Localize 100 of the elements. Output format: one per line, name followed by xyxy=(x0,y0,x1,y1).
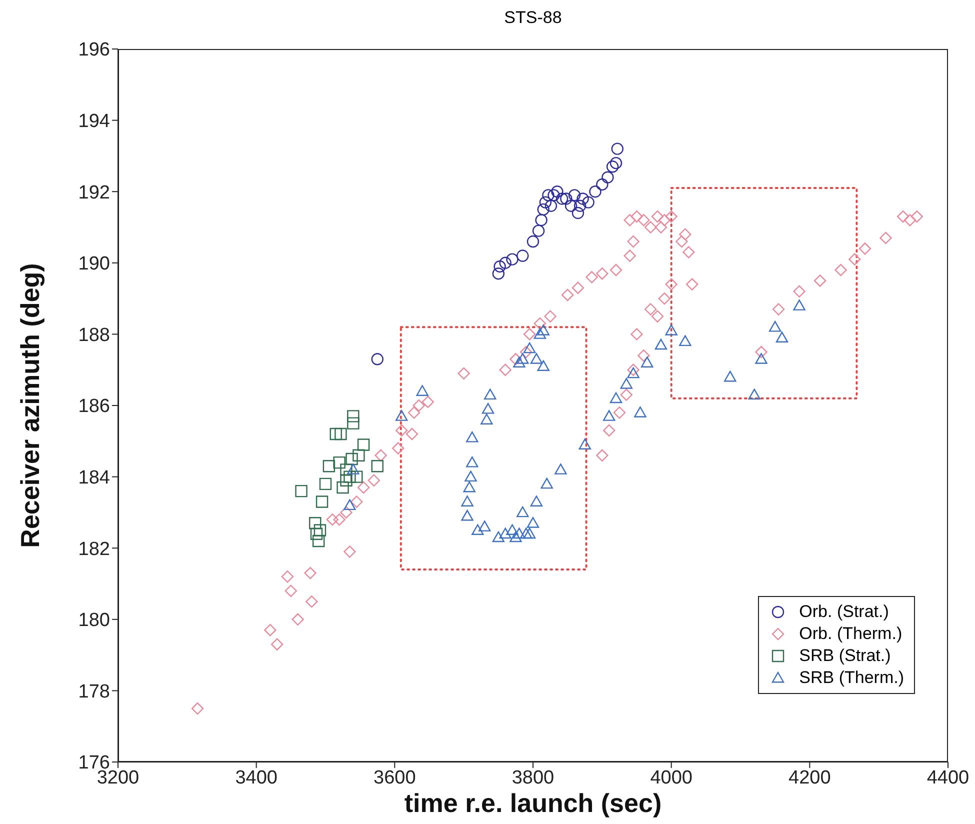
point xyxy=(532,224,545,237)
point xyxy=(506,524,518,535)
point xyxy=(530,353,543,364)
x-tick-label: 3600 xyxy=(374,767,416,788)
point xyxy=(466,431,478,442)
point xyxy=(793,300,806,310)
point xyxy=(534,328,546,339)
point xyxy=(523,342,536,354)
y-tick-label: 178 xyxy=(78,681,110,702)
point xyxy=(578,438,591,450)
point xyxy=(665,324,678,336)
point xyxy=(572,206,584,220)
point xyxy=(499,528,512,539)
point xyxy=(610,156,622,170)
x-tick-label: 4000 xyxy=(650,767,692,788)
point xyxy=(340,474,352,486)
point xyxy=(309,517,322,530)
point xyxy=(346,452,358,466)
point xyxy=(551,186,564,198)
point xyxy=(336,481,349,494)
y-tick-label: 190 xyxy=(78,254,110,275)
point xyxy=(611,142,624,155)
point xyxy=(602,171,614,184)
point xyxy=(357,438,370,451)
point xyxy=(602,410,616,421)
point xyxy=(513,528,526,539)
point xyxy=(319,478,332,490)
y-tick-label: 194 xyxy=(78,111,110,132)
point xyxy=(482,402,494,414)
point xyxy=(535,214,548,226)
point xyxy=(513,356,526,368)
point xyxy=(516,250,529,262)
point xyxy=(295,484,308,498)
y-tick-label: 186 xyxy=(78,396,110,418)
point xyxy=(506,253,518,266)
point xyxy=(574,200,586,212)
y-tick-label: 184 xyxy=(78,468,110,489)
point xyxy=(548,189,560,202)
x-axis-title: time r.e. launch (sec) xyxy=(404,788,662,818)
point xyxy=(347,410,360,422)
point xyxy=(596,178,608,191)
x-tick-label: 3800 xyxy=(512,767,554,788)
point xyxy=(554,464,567,474)
point xyxy=(510,531,522,542)
point xyxy=(654,338,668,350)
point xyxy=(466,456,478,468)
point xyxy=(516,353,529,364)
point xyxy=(748,388,760,400)
y-tick-label: 192 xyxy=(78,182,110,204)
point xyxy=(526,235,540,248)
legend-label: Orb. (Therm.) xyxy=(799,623,902,645)
point xyxy=(395,410,408,421)
legend-label: SRB (Therm.) xyxy=(799,667,904,689)
point xyxy=(641,356,654,368)
point xyxy=(523,528,536,539)
point xyxy=(472,524,484,535)
y-tick-label: 182 xyxy=(78,538,110,560)
point xyxy=(344,470,356,483)
legend-label: Orb. (Strat.) xyxy=(799,601,889,623)
point xyxy=(544,200,558,212)
point xyxy=(530,496,543,506)
point xyxy=(492,268,505,280)
point xyxy=(724,370,736,382)
point xyxy=(310,528,323,540)
point xyxy=(416,385,428,396)
point xyxy=(755,353,768,364)
point xyxy=(516,506,529,518)
y-tick-label: 196 xyxy=(78,40,110,61)
point xyxy=(461,496,474,506)
point xyxy=(576,192,589,205)
point xyxy=(316,496,328,508)
point xyxy=(537,203,550,216)
point xyxy=(344,499,356,510)
point xyxy=(568,189,581,202)
point xyxy=(537,360,550,372)
chart-title: STS-88 xyxy=(503,8,563,28)
point xyxy=(334,428,347,440)
point xyxy=(347,464,360,474)
y-axis-title: Receiver azimuth (deg) xyxy=(15,263,46,548)
point xyxy=(610,392,622,404)
point xyxy=(330,428,342,440)
point xyxy=(589,186,602,198)
point xyxy=(312,534,325,548)
point xyxy=(526,517,540,528)
x-tick-label: 3400 xyxy=(235,767,278,788)
point xyxy=(776,332,788,342)
point xyxy=(464,470,477,482)
point xyxy=(634,406,646,418)
point xyxy=(606,160,619,173)
point xyxy=(620,378,632,389)
legend-label: SRB (Strat.) xyxy=(799,645,891,667)
point xyxy=(520,528,532,539)
point xyxy=(314,524,326,536)
point xyxy=(352,449,365,462)
point xyxy=(542,189,554,202)
x-tick-label: 4400 xyxy=(926,767,970,788)
point xyxy=(371,353,384,366)
point xyxy=(350,470,363,483)
y-tick-label: 188 xyxy=(78,324,110,346)
point xyxy=(371,460,384,472)
